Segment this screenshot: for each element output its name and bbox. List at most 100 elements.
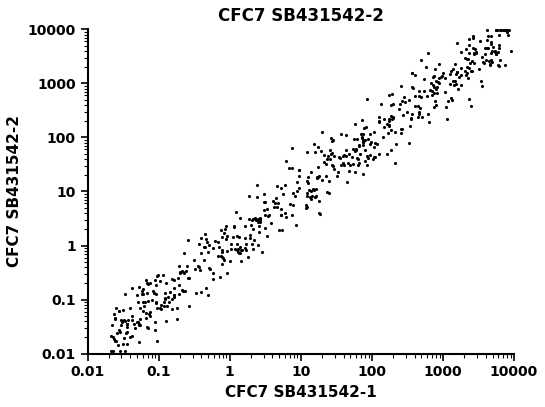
Point	[185, 275, 193, 282]
Point	[123, 324, 131, 331]
Point	[249, 246, 258, 253]
Point	[294, 166, 303, 173]
Point	[461, 68, 470, 74]
Point	[111, 315, 119, 321]
Point	[162, 279, 171, 286]
Point	[398, 112, 407, 119]
Point	[416, 105, 425, 112]
Point	[446, 81, 455, 87]
Point	[348, 146, 357, 152]
Point	[406, 123, 415, 129]
Point	[240, 223, 249, 230]
Point	[141, 315, 150, 321]
Point	[369, 156, 378, 162]
Point	[359, 142, 368, 148]
Point	[180, 288, 189, 294]
Point	[479, 60, 488, 66]
Point	[249, 215, 257, 222]
Point	[377, 101, 385, 108]
Point	[492, 51, 500, 58]
Point	[420, 88, 428, 94]
Point	[295, 167, 304, 173]
Point	[502, 26, 511, 33]
Point	[433, 90, 441, 96]
Point	[362, 152, 371, 159]
Point	[495, 32, 504, 38]
Point	[169, 294, 178, 300]
Point	[218, 260, 227, 267]
Point	[356, 131, 365, 137]
Point	[115, 348, 124, 355]
Point	[182, 267, 191, 274]
Point	[322, 161, 330, 167]
Point	[311, 193, 320, 199]
Point	[408, 84, 416, 91]
Point	[342, 147, 350, 153]
Point	[144, 325, 153, 331]
Point	[435, 75, 444, 81]
Point	[279, 190, 288, 197]
Point	[133, 319, 142, 326]
Point	[174, 282, 183, 289]
Point	[465, 64, 474, 71]
Point	[144, 298, 153, 304]
Point	[262, 206, 271, 212]
Point	[121, 317, 130, 324]
Point	[208, 276, 217, 283]
Point	[427, 92, 436, 98]
Point	[138, 307, 147, 314]
Point	[384, 123, 393, 129]
Point	[275, 227, 284, 233]
Point	[311, 149, 320, 155]
Point	[467, 68, 476, 74]
Point	[232, 233, 241, 240]
Point	[233, 245, 242, 252]
Point	[123, 321, 131, 328]
Point	[470, 59, 479, 66]
Point	[391, 160, 399, 166]
Point	[465, 42, 474, 48]
Point	[159, 303, 168, 310]
Point	[468, 58, 476, 65]
Point	[144, 280, 153, 287]
Point	[272, 204, 281, 210]
Point	[384, 117, 393, 124]
Point	[443, 116, 452, 123]
Point	[160, 299, 168, 306]
Point	[222, 236, 231, 242]
Point	[432, 78, 440, 85]
Point	[355, 160, 364, 166]
Point	[267, 219, 275, 226]
Point	[464, 96, 473, 103]
Point	[452, 40, 461, 47]
Point	[369, 129, 378, 136]
Point	[386, 102, 395, 108]
Point	[109, 336, 118, 342]
Point	[355, 143, 364, 149]
Point	[260, 191, 269, 198]
Point	[450, 82, 458, 88]
Point	[457, 72, 466, 79]
Point	[222, 223, 231, 230]
Point	[420, 76, 429, 83]
Point	[384, 130, 393, 136]
Point	[382, 151, 391, 157]
Point	[123, 341, 131, 348]
Point	[496, 57, 505, 63]
Point	[226, 258, 234, 265]
Point	[352, 147, 360, 153]
Point	[505, 26, 514, 33]
Point	[501, 27, 510, 33]
Point	[276, 185, 285, 192]
Point	[138, 288, 147, 294]
Point	[190, 266, 199, 272]
Point	[488, 44, 497, 50]
Point	[324, 153, 332, 160]
Point	[477, 78, 486, 85]
Point	[424, 111, 433, 118]
Point	[293, 187, 301, 194]
Point	[496, 26, 505, 33]
Point	[107, 348, 116, 355]
Point	[235, 249, 244, 256]
Point	[410, 92, 419, 99]
